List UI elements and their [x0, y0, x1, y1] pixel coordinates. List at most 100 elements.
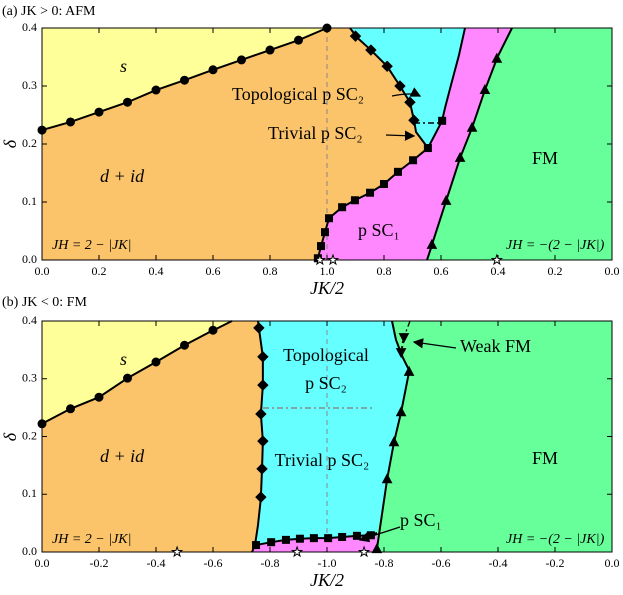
marker-star [290, 545, 304, 558]
marker-circle [66, 117, 75, 127]
marker-star [357, 545, 371, 558]
marker-circle [123, 373, 132, 383]
boundary [317, 27, 513, 261]
marker-circle [208, 325, 218, 335]
marker-triangle-down [398, 333, 410, 344]
marker-circle [322, 23, 332, 33]
marker-square [295, 534, 304, 543]
x-axis-label: JK/2 [310, 278, 344, 298]
marker-triangle [440, 194, 452, 205]
annotation: JH = −(2 − |JK|) [506, 238, 605, 253]
marker-triangle [395, 406, 407, 417]
y-tick-label: 0.1 [22, 486, 37, 500]
marker-square [324, 214, 333, 223]
marker-square [350, 196, 359, 205]
marker-circle [180, 75, 189, 85]
marker-diamond [394, 80, 406, 92]
x-tick-label: -0.2 [546, 556, 565, 570]
x-tick-label: 0.8 [263, 264, 278, 278]
marker-square [252, 541, 261, 550]
marker-triangle [479, 83, 491, 95]
marker-circle [66, 404, 75, 414]
annotation: Trivial p SC₂ [268, 123, 363, 143]
marker-square [338, 203, 347, 212]
y-tick-label: 0.2 [22, 428, 37, 442]
arrow [412, 338, 457, 349]
marker-circle [180, 340, 189, 350]
x-tick-label: -0.6 [204, 556, 223, 570]
marker-circle [237, 55, 246, 65]
marker-star [490, 253, 504, 266]
x-axis-label: JK/2 [310, 570, 344, 590]
y-tick-label: 0.2 [22, 136, 37, 150]
x-tick-label: 0.2 [92, 264, 107, 278]
marker-square [317, 242, 326, 251]
marker-triangle [454, 151, 466, 162]
marker-star [313, 253, 327, 266]
marker-star [170, 545, 184, 558]
x-tick-label: 0.8 [377, 264, 392, 278]
marker-square [409, 156, 418, 165]
boundary-line [430, 58, 498, 246]
marker-square [366, 188, 375, 197]
y-tick-label: 0.3 [22, 78, 37, 92]
y-tick-label: 0.4 [22, 20, 37, 34]
x-tick-label: -0.2 [90, 556, 109, 570]
marker-triangle [371, 543, 383, 554]
marker-triangle-down [395, 348, 407, 359]
marker-circle [151, 85, 161, 95]
arrow [391, 87, 422, 97]
marker-square [324, 534, 333, 543]
marker-square [321, 228, 330, 237]
marker-diamond [408, 114, 420, 126]
x-tick-label: 0.0 [605, 556, 620, 570]
y-tick-label: 0.3 [22, 371, 37, 385]
marker-triangle [381, 473, 393, 484]
y-tick-label: 0.0 [22, 544, 37, 558]
marker-circle [294, 35, 303, 45]
marker-circle [37, 419, 47, 429]
marker-diamond [257, 379, 269, 391]
annotation: Topological [283, 345, 369, 365]
y-tick-label: 0.1 [22, 194, 37, 208]
panel-label: (b) JK < 0: FM [2, 295, 87, 310]
regions-b [42, 320, 612, 553]
arrow [385, 130, 416, 141]
marker-square [393, 167, 402, 176]
region-d-id [42, 28, 428, 260]
x-tick-label: 0.0 [605, 264, 620, 278]
x-tick-label: -0.8 [375, 556, 394, 570]
annotation: p SC₁ [400, 510, 442, 530]
annotation: FM [532, 448, 558, 468]
marker-circle [208, 65, 218, 75]
annotation: FM [532, 148, 558, 168]
marker-diamond [381, 60, 393, 72]
marker-diamond [253, 322, 265, 334]
region-fm [427, 28, 612, 260]
marker-square [338, 532, 347, 541]
y-tick-label: 0.0 [22, 252, 37, 266]
x-tick-label: 1.0 [320, 264, 335, 278]
x-tick-label: -0.4 [489, 556, 508, 570]
region-psc2 [256, 321, 410, 545]
marker-star [326, 253, 340, 266]
x-tick-label: -0.8 [261, 556, 280, 570]
marker-diamond [257, 435, 269, 447]
annotation: JH = −(2 − |JK|) [506, 532, 605, 547]
regions-a [42, 27, 612, 261]
marker-diamond [257, 351, 269, 363]
marker-diamond [365, 44, 377, 56]
marker-diamond [404, 96, 416, 108]
annotation: p SC₁ [358, 220, 400, 240]
annotation: Trivial p SC₂ [275, 450, 370, 470]
region-psc1 [318, 28, 512, 260]
annotation: p SC₂ [305, 373, 347, 393]
annotation: d + id [100, 446, 145, 466]
region-d-id [42, 321, 263, 552]
marker-triangle [388, 436, 400, 447]
annotation: d + id [100, 166, 145, 186]
marker-circle [94, 107, 104, 117]
marker-diamond [349, 30, 362, 42]
x-tick-label: 0.2 [548, 264, 563, 278]
